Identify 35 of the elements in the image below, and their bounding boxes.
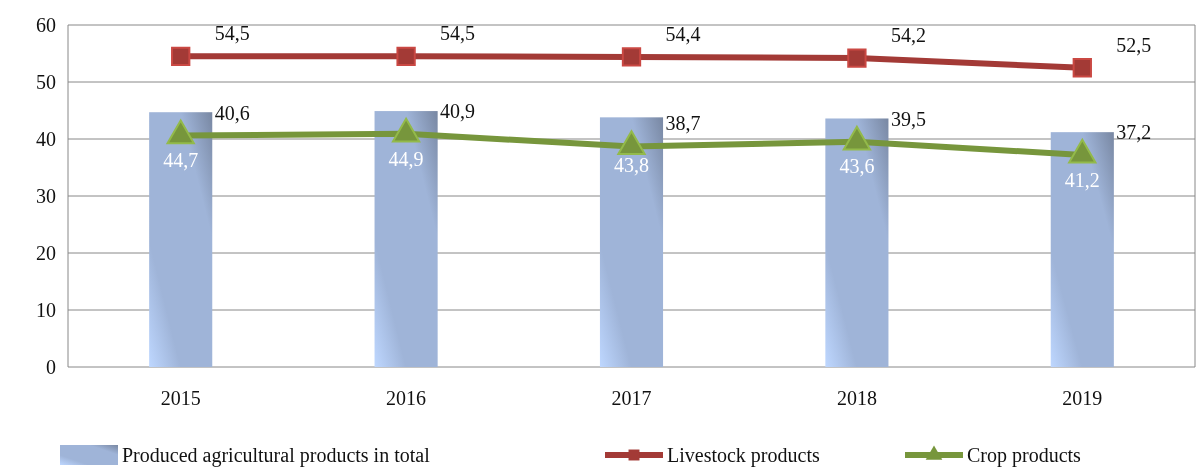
data-label: 54,4 — [665, 22, 701, 45]
legend-label: Livestock products — [667, 444, 820, 467]
x-tick-label: 2015 — [160, 387, 201, 409]
y-tick-label: 40 — [36, 128, 56, 150]
data-label: 52,5 — [1116, 33, 1152, 56]
x-tick-label: 2018 — [836, 387, 877, 409]
data-label: 40,6 — [214, 101, 250, 124]
y-tick-label: 60 — [36, 14, 56, 36]
bar — [599, 117, 664, 367]
y-tick-label: 30 — [36, 185, 56, 207]
data-label: 38,7 — [665, 112, 701, 135]
x-tick-label: 2019 — [1062, 387, 1103, 409]
y-tick-label: 0 — [46, 356, 56, 378]
y-tick-label: 20 — [36, 242, 56, 264]
data-label: 39,5 — [890, 107, 926, 130]
x-tick-label: 2017 — [611, 387, 652, 409]
bar — [825, 118, 889, 367]
data-label: 41,2 — [1064, 169, 1100, 192]
data-label: 54,5 — [440, 22, 476, 45]
data-label: 43,6 — [839, 155, 875, 178]
bar — [149, 112, 213, 367]
data-label: 43,8 — [614, 154, 649, 177]
legend-label: Produced agricultural products in total — [122, 444, 431, 467]
bar — [374, 111, 438, 367]
data-label: 54,2 — [890, 24, 926, 47]
x-tick-label: 2016 — [386, 387, 427, 409]
data-label: 37,2 — [1116, 120, 1152, 143]
data-label: 44,9 — [388, 148, 424, 171]
data-label: 54,5 — [214, 22, 250, 45]
data-label: 44,7 — [163, 149, 199, 172]
bar — [1050, 132, 1114, 367]
data-label: 40,9 — [440, 99, 476, 122]
legend-label: Crop products — [967, 444, 1082, 467]
y-tick-label: 50 — [36, 71, 56, 93]
y-tick-label: 10 — [36, 299, 56, 321]
